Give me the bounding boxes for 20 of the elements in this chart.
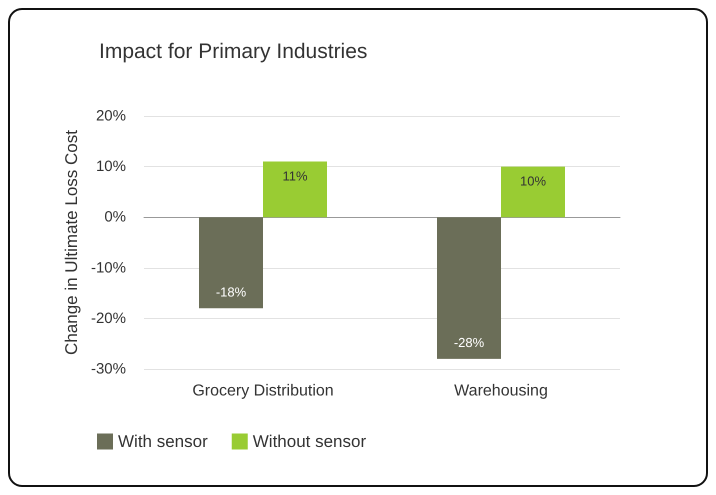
data-label: -28% bbox=[454, 334, 485, 350]
data-label: -18% bbox=[216, 284, 247, 300]
y-tick-label: -30% bbox=[90, 360, 126, 378]
bar bbox=[263, 162, 327, 218]
y-tick-label: -10% bbox=[90, 259, 126, 276]
bar bbox=[199, 217, 263, 308]
y-tick-label: -20% bbox=[90, 310, 126, 327]
y-tick-label: 20% bbox=[96, 108, 126, 124]
legend-label: With sensor bbox=[118, 432, 208, 451]
x-tick-label: Warehousing bbox=[454, 382, 548, 400]
y-tick-label: 10% bbox=[96, 158, 126, 176]
legend-label: Without sensor bbox=[252, 432, 366, 451]
y-axis-title: Change in Ultimate Loss Cost bbox=[62, 130, 82, 355]
x-tick-label: Grocery Distribution bbox=[192, 382, 334, 400]
data-label: 11% bbox=[282, 168, 308, 184]
data-label: 10% bbox=[520, 174, 546, 189]
bar bbox=[501, 166, 565, 218]
bar bbox=[437, 217, 501, 359]
y-tick-label: 0% bbox=[104, 208, 126, 226]
chart-title: Impact for Primary Industries bbox=[99, 40, 368, 63]
